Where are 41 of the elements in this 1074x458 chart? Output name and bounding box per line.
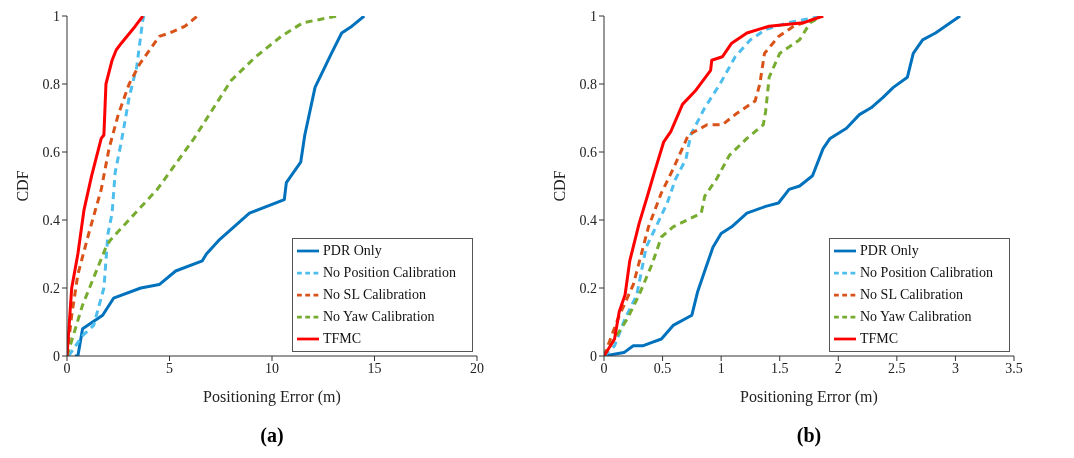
x-tick-label: 10: [265, 360, 279, 376]
legend-label: No SL Calibration: [323, 286, 426, 302]
x-tick-label: 2.5: [888, 360, 906, 376]
y-tick-label: 0.8: [42, 76, 60, 92]
x-tick-label: 0.5: [653, 360, 672, 376]
x-tick-label: 3: [951, 360, 959, 376]
text: (a): [259, 424, 285, 447]
legend-label: No Yaw Calibration: [860, 308, 972, 324]
legend-label: PDR Only: [860, 242, 919, 258]
legend-label: PDR Only: [323, 242, 382, 258]
legend-label: TFMC: [323, 330, 362, 346]
x-tick-label: 15: [367, 360, 382, 376]
legend-label: TFMC: [860, 330, 899, 346]
x-tick-label: 3.5: [1005, 360, 1023, 376]
legend-label: No Position Calibration: [323, 264, 456, 280]
y-tick-label: 0.2: [579, 280, 597, 296]
legend-label: No Yaw Calibration: [323, 308, 435, 324]
y-tick-label: 0.6: [42, 144, 60, 160]
y-tick-label: 1: [590, 8, 597, 24]
legend-label: No SL Calibration: [860, 286, 963, 302]
y-axis-title: CDF: [550, 170, 568, 202]
y-axis-title: CDF: [13, 170, 31, 202]
y-tick-label: 0.8: [579, 76, 597, 92]
y-tick-label: 0: [590, 348, 597, 364]
x-tick-label: 2: [834, 360, 842, 376]
x-tick-label: 1: [717, 360, 725, 376]
y-tick-label: 0: [53, 348, 60, 364]
x-tick-label: 5: [166, 360, 173, 376]
y-tick-label: 1: [53, 8, 60, 24]
y-tick-label: 0.4: [579, 212, 597, 228]
x-tick-label: 0: [63, 360, 71, 376]
x-axis-title: Positioning Error (m): [203, 388, 341, 406]
y-tick-label: 0.4: [42, 212, 60, 228]
x-tick-label: 20: [470, 360, 484, 376]
y-tick-label: 0.2: [42, 280, 60, 296]
legend-label: No Position Calibration: [860, 264, 993, 280]
x-tick-label: 1.5: [770, 360, 789, 376]
y-tick-label: 0.6: [579, 144, 597, 160]
x-tick-label: 0: [600, 360, 608, 376]
x-axis-title: Positioning Error (m): [740, 388, 878, 406]
text: (b): [795, 424, 823, 447]
